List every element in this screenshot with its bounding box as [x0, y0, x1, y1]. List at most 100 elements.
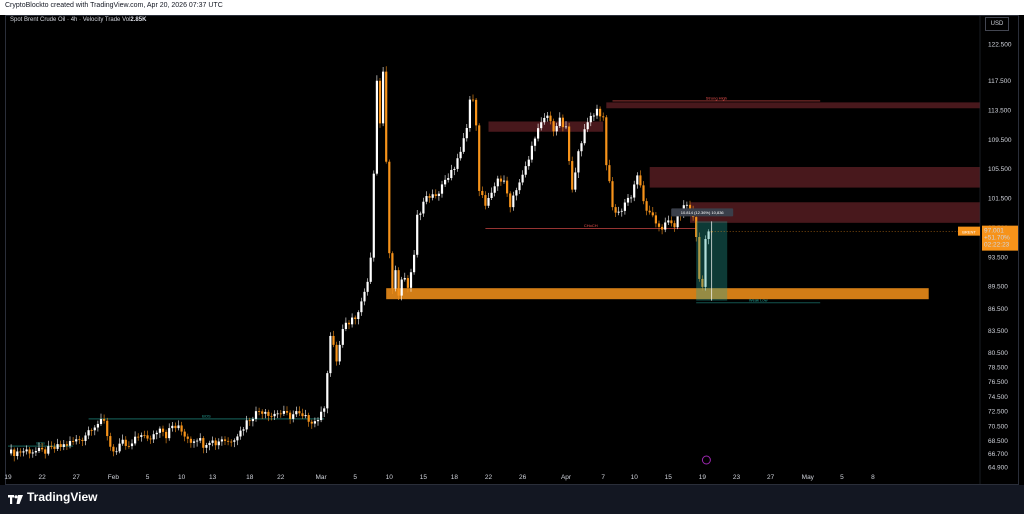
orange-zone	[386, 288, 929, 300]
red-zone	[690, 202, 980, 223]
candle	[369, 252, 372, 284]
candle-body	[177, 425, 180, 429]
candle-body	[146, 435, 149, 439]
candle-body	[664, 222, 667, 230]
candle	[344, 317, 347, 332]
candle-body	[512, 195, 515, 208]
candle-body	[546, 115, 549, 118]
candle	[44, 446, 47, 459]
candle	[397, 267, 400, 301]
candle-body	[462, 138, 465, 152]
tradingview-logo[interactable]: TradingView	[8, 490, 98, 505]
candle-body	[413, 254, 416, 273]
candle	[109, 432, 112, 451]
candle	[65, 441, 68, 450]
candle	[196, 438, 199, 447]
price-tick-label: 83.500	[988, 328, 1008, 335]
symbol-title[interactable]: Spot Brent Crude Oil · 4h · Velocity Tra…	[10, 17, 146, 23]
candle-body	[53, 446, 56, 449]
candle	[509, 191, 512, 213]
candle	[251, 416, 254, 427]
candle	[93, 425, 96, 436]
candle	[68, 436, 72, 449]
volume-value: 2.85K	[130, 17, 147, 23]
candle-body	[19, 451, 22, 453]
candle	[571, 156, 574, 193]
candle-body	[124, 439, 127, 446]
candle	[90, 428, 93, 436]
candle-body	[158, 428, 161, 433]
candle-body	[400, 279, 403, 296]
candle	[574, 167, 577, 193]
candle	[434, 189, 437, 199]
candle-body	[456, 158, 459, 169]
chart-area[interactable]	[5, 15, 1019, 485]
candle	[143, 430, 146, 439]
candle-body	[484, 195, 487, 206]
candle	[484, 191, 487, 210]
price-chart[interactable]: BOS BOS CHoCH Strong High Weak Low 10.814 (1…	[0, 0, 1024, 485]
candle-body	[223, 439, 227, 441]
candle-body	[602, 116, 605, 118]
price-tick-label: 89.500	[988, 284, 1008, 291]
candle-body	[540, 122, 543, 129]
candle-body	[620, 210, 623, 212]
candle-body	[571, 161, 574, 190]
candle-body	[239, 430, 242, 437]
candle-body	[391, 253, 394, 289]
price-tag-countdown: 02:22:23	[984, 242, 1010, 249]
candle	[341, 324, 344, 348]
candle-body	[354, 317, 357, 320]
candle-body	[636, 175, 639, 185]
candle	[180, 421, 183, 436]
candle	[586, 117, 589, 133]
candle	[220, 436, 223, 446]
candle-body	[568, 126, 571, 162]
candle	[205, 442, 208, 453]
candle-body	[279, 413, 282, 415]
candles-layer	[10, 66, 713, 462]
candle	[208, 440, 211, 451]
candle-body	[347, 322, 351, 325]
candle	[106, 417, 109, 441]
symbol-tag-label: BRENT	[962, 229, 976, 234]
candle	[416, 210, 419, 258]
candle-body	[56, 444, 59, 449]
price-tick-label: 78.500	[988, 365, 1008, 372]
candle-body	[292, 414, 295, 419]
candle	[620, 208, 623, 217]
candle-body	[31, 452, 34, 454]
candle	[363, 288, 366, 306]
candle-body	[369, 257, 372, 282]
candle	[298, 406, 301, 416]
candle-body	[471, 99, 475, 101]
candle-body	[214, 440, 217, 446]
weak-label: Weak Low	[749, 297, 768, 302]
candle-body	[524, 166, 527, 175]
red-zone	[606, 102, 980, 109]
candle	[10, 444, 13, 456]
candle	[239, 426, 242, 440]
candle	[146, 430, 149, 442]
candle	[543, 113, 546, 125]
candle	[608, 159, 611, 184]
volume-label: Vol	[122, 17, 131, 23]
candle-body	[673, 223, 676, 228]
tradingview-logo-text: TradingView	[27, 490, 98, 504]
price-tag-layer: BRENT 97.001+51.70%02:22:23	[701, 225, 1018, 465]
candle-body	[248, 420, 251, 422]
candle-body	[220, 439, 223, 442]
candle-body	[323, 408, 326, 412]
currency-button[interactable]: USD	[985, 17, 1009, 31]
candle-body	[282, 411, 285, 414]
candle	[264, 409, 267, 419]
candle-body	[397, 270, 400, 296]
candle-body	[630, 197, 633, 199]
candle-body	[258, 411, 261, 412]
symbol-name: Spot Brent Crude Oil · 4h · Velocity Tra…	[10, 17, 121, 23]
candle	[152, 430, 155, 444]
candle	[530, 141, 533, 163]
candle	[633, 180, 636, 202]
time-tick-label: 19	[4, 474, 12, 481]
candle-body	[409, 272, 413, 288]
